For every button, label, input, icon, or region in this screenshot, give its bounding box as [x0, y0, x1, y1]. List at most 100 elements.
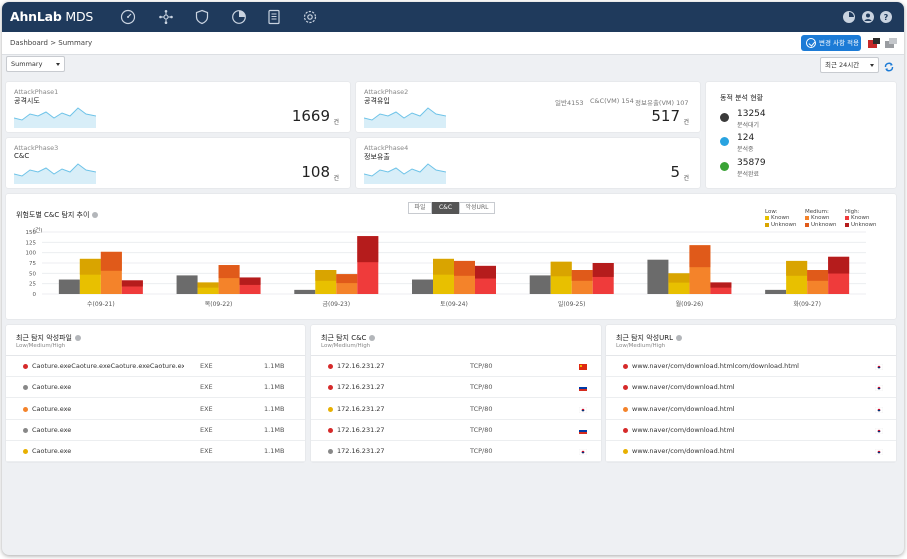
bar-gray[interactable]	[765, 289, 787, 294]
settings-icon[interactable]	[92, 212, 99, 218]
speedometer-icon[interactable]	[120, 9, 136, 25]
user-icon[interactable]	[861, 10, 875, 24]
pie-chart-icon[interactable]	[231, 9, 247, 25]
svg-text:?: ?	[884, 13, 889, 22]
bar-high-unknown[interactable]	[828, 256, 850, 274]
list-item[interactable]: Caoture.exe EXE 1.1MB	[6, 399, 305, 420]
bar-high-unknown[interactable]	[121, 280, 143, 287]
export-icon[interactable]	[868, 38, 880, 49]
apply-changes-button[interactable]: 변경 사항 적용	[801, 35, 861, 51]
pending-icon	[720, 113, 729, 122]
list-item[interactable]: Caoture.exe EXE 1.1MB	[6, 420, 305, 441]
sparkline	[14, 107, 96, 128]
legend-low-head: Low:	[765, 209, 778, 215]
tab-file[interactable]: 파일	[408, 202, 432, 214]
tab-cnc[interactable]: C&C	[432, 202, 459, 214]
trend-chart-card: 위험도별 C&C 탐지 추이 파일 C&C 악성URL Low: Medium:…	[6, 194, 896, 319]
bar-low-unknown[interactable]	[786, 260, 808, 276]
settings-icon[interactable]	[369, 335, 376, 341]
shield-icon[interactable]	[194, 9, 210, 25]
bar-high-unknown[interactable]	[239, 277, 261, 285]
list-item[interactable]: www.naver/com/download.htmlcom/download.…	[606, 356, 896, 377]
bar-medium-unknown[interactable]	[454, 260, 475, 276]
settings-icon[interactable]	[675, 335, 682, 341]
bar-gray[interactable]	[647, 259, 669, 294]
recent-urls-title-text: 최근 탐지 악성URL	[616, 334, 673, 342]
phase-card-3[interactable]: AttackPhase3 C&C 108 건	[6, 138, 350, 188]
view-select[interactable]: Summary	[6, 56, 65, 72]
gear-icon[interactable]	[302, 9, 318, 25]
alert-status-icon[interactable]	[842, 10, 856, 24]
list-item[interactable]: 172.16.231.27 TCP/80	[311, 399, 601, 420]
list-item[interactable]: Caoture.exeCaoture.exeCaoture.exeCaoture…	[6, 356, 305, 377]
korea-flag-icon	[874, 363, 884, 371]
malicious-url: www.naver/com/download.htmlcom/download.…	[632, 362, 799, 370]
list-item[interactable]: 172.16.231.27 TCP/80	[311, 377, 601, 399]
bar-medium-unknown[interactable]	[336, 274, 358, 284]
malicious-url: www.naver/com/download.html	[632, 404, 735, 413]
phase-card-2[interactable]: AttackPhase2 공격유입 일반4153 C&C(VM) 154 정보유…	[356, 82, 700, 132]
list-item[interactable]: www.naver/com/download.html	[606, 399, 896, 420]
bar-low-unknown[interactable]	[668, 273, 690, 283]
recent-urls-subtitle: Low/Medium/High	[616, 343, 666, 349]
phase-label: AttackPhase4	[364, 144, 409, 152]
recent-files-title-text: 최근 탐지 악성파일	[16, 334, 72, 342]
bar-medium-unknown[interactable]	[218, 265, 240, 279]
complete-count: 35879	[737, 158, 766, 168]
bar-gray[interactable]	[529, 275, 551, 294]
cnc-port: TCP/80	[470, 447, 493, 456]
y-tick-label: 0	[33, 292, 37, 298]
phase-count: 1669	[291, 107, 330, 125]
settings-icon[interactable]	[74, 335, 81, 341]
bar-high[interactable]	[710, 282, 732, 294]
cnc-port: TCP/80	[470, 362, 493, 370]
bar-medium-unknown[interactable]	[571, 270, 593, 281]
bar-low-unknown[interactable]	[433, 258, 454, 275]
tab-malicious-url[interactable]: 악성URL	[459, 202, 495, 214]
app-logo[interactable]: AhnLab MDS	[10, 9, 93, 24]
refresh-icon[interactable]	[883, 61, 895, 73]
list-item[interactable]: Caoture.exe EXE 1.1MB	[6, 377, 305, 399]
bar-low-unknown[interactable]	[197, 282, 219, 288]
bar-high-unknown[interactable]	[357, 236, 379, 263]
period-select[interactable]: 최근 24시간	[820, 57, 879, 73]
help-icon[interactable]: ?	[879, 10, 893, 24]
bar-gray[interactable]	[294, 289, 316, 294]
bar-gray[interactable]	[412, 279, 433, 294]
y-tick-label: 50	[29, 271, 36, 277]
bar-medium-unknown[interactable]	[100, 251, 122, 271]
phase-card-4[interactable]: AttackPhase4 정보유출 5 건	[356, 138, 700, 188]
malicious-url: www.naver/com/download.html	[632, 383, 735, 392]
list-item[interactable]: 172.16.231.27 TCP/80	[311, 420, 601, 441]
list-item[interactable]: www.naver/com/download.html	[606, 441, 896, 463]
bar-gray[interactable]	[176, 275, 198, 294]
list-item[interactable]: 172.16.231.27 TCP/80	[311, 356, 601, 377]
china-flag-icon	[579, 363, 587, 370]
report-icon[interactable]	[266, 9, 282, 25]
network-icon[interactable]	[158, 9, 174, 25]
bar-medium-unknown[interactable]	[807, 270, 829, 281]
bar-gray[interactable]	[58, 279, 80, 294]
list-item[interactable]: 172.16.231.27 TCP/80	[311, 441, 601, 463]
severity-dot	[23, 427, 28, 433]
recent-urls-title: 최근 탐지 악성URL	[616, 333, 682, 343]
layout-icon[interactable]	[885, 38, 897, 49]
bar-medium-unknown[interactable]	[689, 245, 711, 268]
breadcrumb[interactable]: Dashboard > Summary	[10, 39, 93, 47]
file-size: 1.1MB	[264, 425, 285, 434]
bar-high-unknown[interactable]	[475, 265, 496, 279]
analysis-status-card: 동적 분석 현황 13254 분석대기 124 분석중 35879 분석완료	[706, 82, 896, 188]
list-item[interactable]: www.naver/com/download.html	[606, 377, 896, 399]
bar-low[interactable]	[197, 282, 219, 294]
list-item[interactable]: www.naver/com/download.html	[606, 420, 896, 441]
bar-low-unknown[interactable]	[79, 258, 101, 275]
file-size: 1.1MB	[264, 383, 285, 392]
phase-title: 공격유입	[364, 97, 390, 105]
bar-low-unknown[interactable]	[550, 261, 572, 277]
bar-high-unknown[interactable]	[592, 263, 614, 277]
list-item[interactable]: Caoture.exe EXE 1.1MB	[6, 441, 305, 463]
phase-card-1[interactable]: AttackPhase1 공격시도 1669 건	[6, 82, 350, 132]
bar-high-unknown[interactable]	[710, 282, 732, 288]
bar-low-unknown[interactable]	[315, 270, 337, 281]
